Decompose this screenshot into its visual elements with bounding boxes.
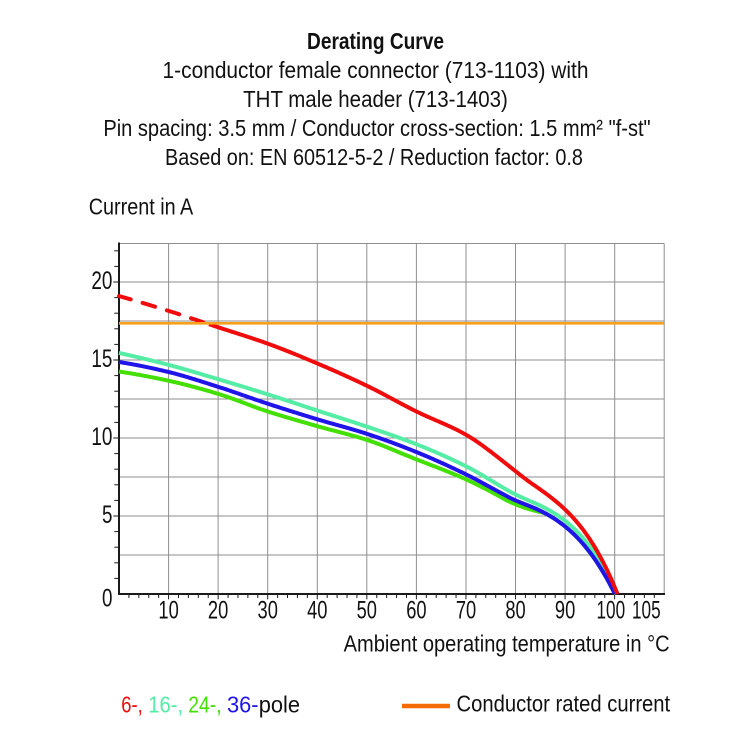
svg-text:Based on: EN 60512-5-2 / Reduc: Based on: EN 60512-5-2 / Reduction facto… — [165, 145, 583, 171]
svg-text:30: 30 — [258, 595, 278, 624]
svg-text:36-: 36- — [227, 692, 259, 718]
svg-text:Ambient operating temperature: Ambient operating temperature in °C — [344, 630, 670, 657]
svg-text:Derating Curve: Derating Curve — [307, 29, 444, 54]
svg-text:40: 40 — [307, 595, 327, 624]
svg-text:15: 15 — [91, 344, 112, 372]
svg-text:6-,: 6-, — [121, 693, 142, 718]
svg-text:10: 10 — [91, 422, 112, 450]
svg-text:Current in A: Current in A — [89, 194, 194, 220]
svg-text:20: 20 — [91, 266, 112, 294]
svg-text:60: 60 — [406, 595, 426, 624]
svg-text:50: 50 — [357, 595, 377, 624]
svg-text:90: 90 — [555, 595, 575, 624]
svg-text:16-,: 16-, — [148, 691, 183, 718]
svg-text:THT male header (713-1403): THT male header (713-1403) — [243, 86, 508, 112]
svg-text:1-conductor female connector (: 1-conductor female connector (713-1103) … — [163, 57, 589, 83]
svg-text:70: 70 — [456, 595, 476, 624]
svg-text:80: 80 — [505, 595, 525, 624]
svg-text:5: 5 — [102, 500, 112, 528]
svg-text:10: 10 — [158, 595, 178, 624]
svg-text:20: 20 — [208, 595, 228, 624]
svg-text:105: 105 — [632, 595, 661, 624]
svg-text:pole: pole — [259, 692, 300, 718]
svg-text:Conductor rated current: Conductor rated current — [457, 690, 671, 717]
svg-text:100: 100 — [597, 595, 626, 624]
svg-text:24-,: 24-, — [188, 693, 221, 718]
svg-text:Pin spacing: 3.5 mm / Conducto: Pin spacing: 3.5 mm / Conductor cross-se… — [103, 115, 650, 142]
svg-text:0: 0 — [102, 584, 112, 612]
